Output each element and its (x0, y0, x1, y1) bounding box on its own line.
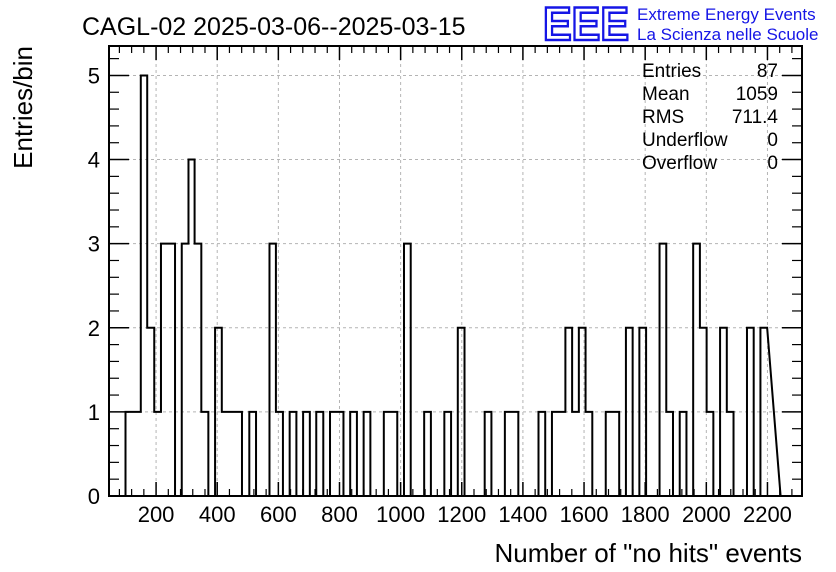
y-tick-label: 0 (88, 484, 100, 509)
eee-logo-mark: EEE (543, 0, 629, 50)
stat-mean-value: 1059 (736, 84, 778, 105)
x-axis-label: Number of "no hits" events (495, 538, 803, 568)
eee-logo: EEE Extreme Energy Events La Scienza nel… (542, 0, 819, 51)
x-tick-label: 1000 (376, 502, 425, 527)
x-tick-label: 2000 (682, 502, 731, 527)
stat-underflow-label: Underflow (642, 130, 728, 151)
chart-title: CAGL-02 2025-03-06--2025-03-15 (82, 13, 466, 41)
y-tick-label: 1 (88, 400, 100, 425)
stat-rms-value: 711.4 (732, 107, 779, 128)
y-tick-labels: 0 1 2 3 4 5 (88, 63, 100, 509)
x-tick-labels: 200 400 600 800 1000 1200 1400 1600 1800 2000 2200 (138, 502, 792, 527)
stat-entries-value: 87 (757, 61, 778, 82)
axis-ticks (109, 46, 802, 497)
x-tick-label: 800 (321, 502, 358, 527)
histogram-series (124, 74, 782, 497)
y-tick-label: 3 (88, 232, 100, 257)
x-tick-label: 200 (138, 502, 175, 527)
stat-mean-label: Mean (642, 84, 690, 105)
plot-frame (108, 45, 803, 497)
stats-box: Entries 87 Mean 1059 RMS 711.4 Underflow… (642, 61, 778, 174)
x-tick-label: 600 (260, 502, 297, 527)
y-tick-label: 4 (88, 148, 100, 173)
stat-rms-label: RMS (642, 107, 684, 128)
stat-entries-label: Entries (642, 61, 701, 82)
y-axis-label: Entries/bin (8, 46, 38, 169)
x-tick-label: 1800 (621, 502, 670, 527)
y-tick-label: 2 (88, 316, 100, 341)
grid-lines (109, 46, 802, 496)
stat-overflow-label: Overflow (642, 153, 717, 174)
x-tick-label: 1200 (437, 502, 486, 527)
x-tick-label: 1600 (560, 502, 609, 527)
stat-overflow-value: 0 (767, 153, 778, 174)
stat-underflow-value: 0 (767, 130, 778, 151)
x-tick-label: 400 (199, 502, 236, 527)
x-tick-label: 1400 (498, 502, 547, 527)
x-tick-label: 2200 (743, 502, 792, 527)
logo-line-1: Extreme Energy Events (637, 5, 816, 24)
logo-line-2: La Scienza nelle Scuole (637, 25, 818, 44)
y-tick-label: 5 (88, 63, 100, 88)
